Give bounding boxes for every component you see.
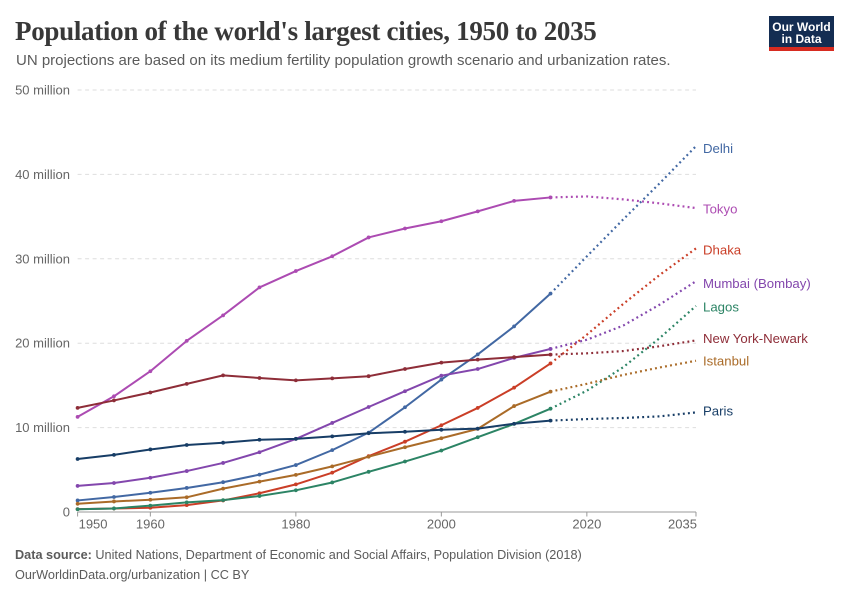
svg-text:Mumbai (Bombay): Mumbai (Bombay) — [703, 276, 811, 291]
svg-text:2035: 2035 — [668, 517, 697, 532]
svg-text:30 million: 30 million — [15, 251, 70, 266]
svg-text:Paris: Paris — [703, 404, 733, 419]
svg-text:Dhaka: Dhaka — [703, 243, 742, 258]
svg-text:1960: 1960 — [136, 517, 165, 532]
svg-text:Delhi: Delhi — [703, 141, 733, 156]
svg-text:2020: 2020 — [572, 517, 601, 532]
svg-text:Tokyo: Tokyo — [703, 202, 737, 217]
svg-text:1950: 1950 — [79, 517, 108, 532]
svg-text:New York-Newark: New York-Newark — [703, 331, 808, 346]
svg-text:2000: 2000 — [427, 517, 456, 532]
svg-text:40 million: 40 million — [15, 167, 70, 182]
svg-text:1980: 1980 — [281, 517, 310, 532]
svg-text:0: 0 — [63, 505, 70, 520]
svg-text:Lagos: Lagos — [703, 300, 739, 315]
svg-text:10 million: 10 million — [15, 420, 70, 435]
svg-text:50 million: 50 million — [15, 83, 70, 98]
svg-text:20 million: 20 million — [15, 336, 70, 351]
svg-text:Istanbul: Istanbul — [703, 354, 749, 369]
